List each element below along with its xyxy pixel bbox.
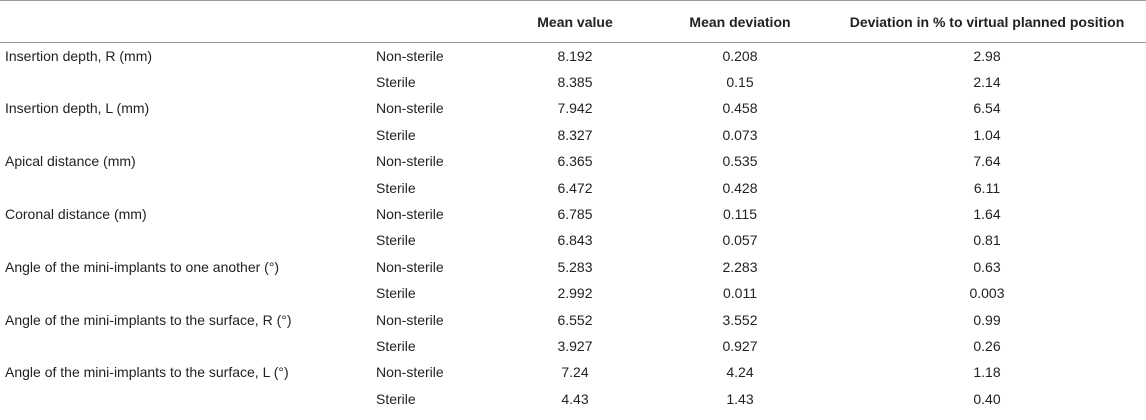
cell-deviation-percent: 6.54 xyxy=(973,100,1001,117)
cell-mean-deviation: 2.283 xyxy=(722,258,758,275)
table-row: Angle of the mini-implants to the surfac… xyxy=(0,306,1146,332)
cell-parameter: Angle of the mini-implants to one anothe… xyxy=(5,258,280,275)
cell-deviation-percent: 2.14 xyxy=(973,74,1001,91)
cell-deviation-percent: 0.63 xyxy=(973,258,1001,275)
cell-mean-value: 6.785 xyxy=(557,206,593,223)
header-condition xyxy=(370,0,498,43)
cell-deviation-percent: 6.11 xyxy=(973,179,1001,196)
cell-condition: Sterile xyxy=(376,285,416,302)
cell-mean-deviation: 1.43 xyxy=(726,390,754,407)
cell-mean-value: 8.385 xyxy=(557,74,593,91)
cell-condition: Non-sterile xyxy=(376,206,444,223)
cell-deviation-percent: 2.98 xyxy=(973,47,1001,64)
table-row: Angle of the mini-implants to the surfac… xyxy=(0,359,1146,385)
cell-deviation-percent: 0.40 xyxy=(973,390,1001,407)
table-body: Insertion depth, R (mm) Non-sterile 8.192 0… xyxy=(0,43,1146,412)
cell-parameter: Insertion depth, L (mm) xyxy=(5,100,150,117)
table-row: Sterile 6.843 0.057 0.81 xyxy=(0,227,1146,253)
cell-mean-value: 8.192 xyxy=(557,47,593,64)
cell-deviation-percent: 1.04 xyxy=(973,126,1001,143)
cell-parameter: Coronal distance (mm) xyxy=(5,206,147,223)
cell-mean-deviation: 0.15 xyxy=(726,74,754,91)
cell-deviation-percent: 0.26 xyxy=(973,337,1001,354)
cell-condition: Sterile xyxy=(376,337,416,354)
header-row: Mean value Mean deviation Deviation in %… xyxy=(0,0,1146,43)
cell-condition: Non-sterile xyxy=(376,100,444,117)
cell-mean-value: 8.327 xyxy=(557,126,593,143)
cell-mean-value: 6.552 xyxy=(557,311,593,328)
cell-condition: Non-sterile xyxy=(376,311,444,328)
table-row: Sterile 6.472 0.428 6.11 xyxy=(0,174,1146,200)
cell-parameter xyxy=(0,227,370,253)
table-row: Insertion depth, L (mm) Non-sterile 7.942 0… xyxy=(0,95,1146,121)
cell-mean-value: 6.365 xyxy=(557,153,593,170)
cell-parameter xyxy=(0,122,370,148)
cell-mean-value: 2.992 xyxy=(557,285,593,302)
cell-mean-deviation: 0.927 xyxy=(722,337,758,354)
cell-mean-value: 7.24 xyxy=(561,364,589,381)
cell-condition: Sterile xyxy=(376,390,416,407)
table-row: Sterile 8.385 0.15 2.14 xyxy=(0,69,1146,95)
cell-condition: Sterile xyxy=(376,126,416,143)
cell-mean-deviation: 0.115 xyxy=(723,206,757,223)
table-row: Sterile 8.327 0.073 1.04 xyxy=(0,122,1146,148)
cell-mean-value: 6.843 xyxy=(557,232,593,249)
cell-mean-deviation: 3.552 xyxy=(722,311,758,328)
header-deviation-percent: Deviation in % to virtual planned positi… xyxy=(828,0,1146,43)
cell-deviation-percent: 7.64 xyxy=(973,153,1001,170)
cell-parameter xyxy=(0,174,370,200)
cell-mean-deviation: 0.428 xyxy=(722,179,758,196)
cell-parameter: Angle of the mini-implants to the surfac… xyxy=(5,364,289,381)
cell-mean-deviation: 0.458 xyxy=(722,100,758,117)
table-header: Mean value Mean deviation Deviation in %… xyxy=(0,0,1146,43)
cell-deviation-percent: 0.003 xyxy=(969,285,1005,302)
cell-parameter: Apical distance (mm) xyxy=(5,153,136,170)
cell-parameter xyxy=(0,69,370,95)
cell-parameter xyxy=(0,280,370,306)
cell-deviation-percent: 1.18 xyxy=(973,364,1001,381)
cell-mean-deviation: 0.011 xyxy=(723,285,757,302)
table-row: Sterile 2.992 0.011 0.003 xyxy=(0,280,1146,306)
header-mean-deviation: Mean deviation xyxy=(652,0,828,43)
cell-condition: Sterile xyxy=(376,179,416,196)
table-row: Angle of the mini-implants to one anothe… xyxy=(0,254,1146,280)
cell-condition: Sterile xyxy=(376,74,416,91)
header-parameter xyxy=(0,0,370,43)
cell-condition: Non-sterile xyxy=(376,153,444,170)
cell-mean-value: 5.283 xyxy=(557,258,593,275)
cell-mean-value: 3.927 xyxy=(557,337,593,354)
table-row: Apical distance (mm) Non-sterile 6.365 0.53… xyxy=(0,148,1146,174)
table-row: Coronal distance (mm) Non-sterile 6.785 0.1… xyxy=(0,201,1146,227)
cell-parameter: Angle of the mini-implants to the surfac… xyxy=(5,311,292,328)
cell-condition: Non-sterile xyxy=(376,364,444,381)
cell-mean-deviation: 4.24 xyxy=(726,364,754,381)
cell-condition: Non-sterile xyxy=(376,47,444,64)
header-mean-value: Mean value xyxy=(498,0,652,43)
cell-mean-value: 7.942 xyxy=(557,100,593,117)
table-row: Insertion depth, R (mm) Non-sterile 8.192 0… xyxy=(0,43,1146,69)
cell-condition: Sterile xyxy=(376,232,416,249)
cell-mean-value: 4.43 xyxy=(561,390,589,407)
cell-mean-deviation: 0.073 xyxy=(722,126,758,143)
cell-deviation-percent: 1.64 xyxy=(973,206,1001,223)
cell-mean-deviation: 0.057 xyxy=(722,232,758,249)
cell-parameter xyxy=(0,386,370,412)
cell-deviation-percent: 0.81 xyxy=(973,232,1001,249)
table-row: Sterile 3.927 0.927 0.26 xyxy=(0,333,1146,359)
cell-parameter xyxy=(0,333,370,359)
cell-parameter: Insertion depth, R (mm) xyxy=(5,47,153,64)
cell-mean-deviation: 0.208 xyxy=(722,47,758,64)
cell-condition: Non-sterile xyxy=(376,258,444,275)
cell-deviation-percent: 0.99 xyxy=(973,311,1001,328)
cell-mean-deviation: 0.535 xyxy=(722,153,758,170)
table-row: Sterile 4.43 1.43 0.40 xyxy=(0,386,1146,412)
cell-mean-value: 6.472 xyxy=(557,179,593,196)
